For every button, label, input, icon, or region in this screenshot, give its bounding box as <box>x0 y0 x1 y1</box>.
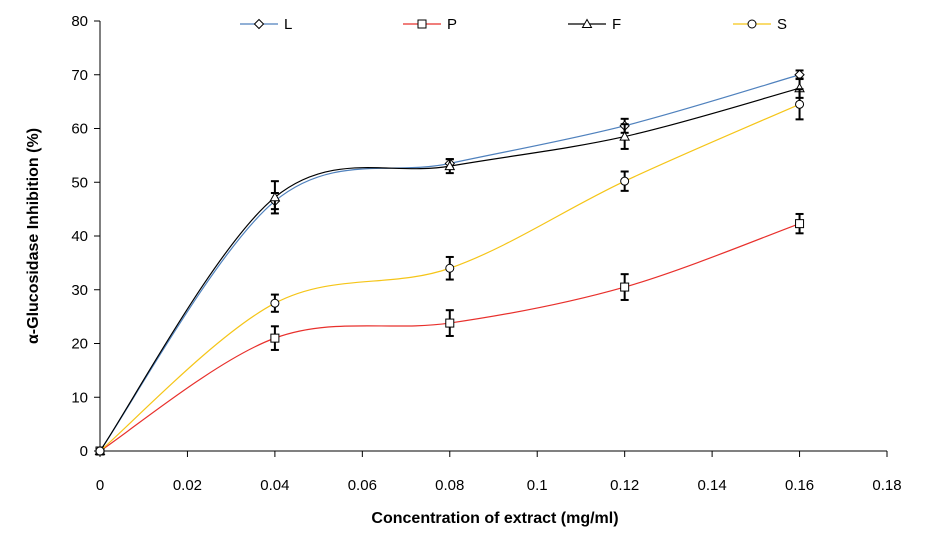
y-tick-label: 30 <box>71 282 88 299</box>
series-f-point <box>444 160 456 171</box>
series-s-point <box>95 446 105 456</box>
x-tick-label: 0.18 <box>872 477 901 494</box>
series-s-point <box>795 99 805 109</box>
series-l-line <box>99 74 800 452</box>
series-f-point <box>269 191 281 202</box>
y-tick-label: 10 <box>71 389 88 406</box>
x-tick-label: 0.08 <box>435 477 464 494</box>
legend-item-l: L <box>240 16 292 33</box>
series-p-point <box>795 219 805 229</box>
series-s <box>95 88 805 456</box>
legend-label: P <box>447 16 457 33</box>
x-tick-label: 0.04 <box>260 477 289 494</box>
legend-label: F <box>612 16 621 33</box>
series-f-point <box>619 131 631 141</box>
legend-label: S <box>777 16 787 33</box>
series-p-point <box>445 318 455 328</box>
y-tick-label: 80 <box>71 13 88 30</box>
series-f-line <box>99 87 800 452</box>
series-s-point <box>620 176 630 186</box>
legend-item-f: F <box>568 16 621 33</box>
series-p-point <box>620 282 630 292</box>
x-tick-label: 0.12 <box>610 477 639 494</box>
x-tick-label: 0.16 <box>785 477 814 494</box>
y-tick-label: 50 <box>71 174 88 191</box>
legend-label: L <box>284 16 292 33</box>
y-tick-label: 60 <box>71 121 88 138</box>
legend-marker <box>253 18 265 30</box>
legend-marker <box>417 19 427 29</box>
y-tick-label: 0 <box>80 443 88 460</box>
series-s-point <box>445 263 455 273</box>
legend-marker <box>581 18 593 28</box>
series-p <box>95 212 805 456</box>
x-axis-title: Concentration of extract (mg/ml) <box>371 510 618 527</box>
x-tick-label: 0.06 <box>348 477 377 494</box>
series-p-point <box>270 333 280 343</box>
legend-item-p: P <box>403 16 457 33</box>
x-tick-label: 0 <box>96 477 104 494</box>
series-s-point <box>270 298 280 308</box>
x-tick-label: 0.14 <box>698 477 727 494</box>
legend-item-s: S <box>733 16 787 33</box>
legend-marker <box>747 19 757 29</box>
series-layer <box>94 69 805 457</box>
x-tick-label: 0.02 <box>173 477 202 494</box>
axes: 0 10 20 30 40 50 60 70 80 0 0.02 0.04 0.06 0.08 0.1 0.1… <box>71 13 901 494</box>
y-tick-label: 70 <box>71 67 88 84</box>
x-tick-label: 0.1 <box>527 477 548 494</box>
y-tick-label: 40 <box>71 228 88 245</box>
y-axis-title: α-Glucosidase Inhibition (%) <box>25 128 42 344</box>
y-tick-label: 20 <box>71 336 88 353</box>
